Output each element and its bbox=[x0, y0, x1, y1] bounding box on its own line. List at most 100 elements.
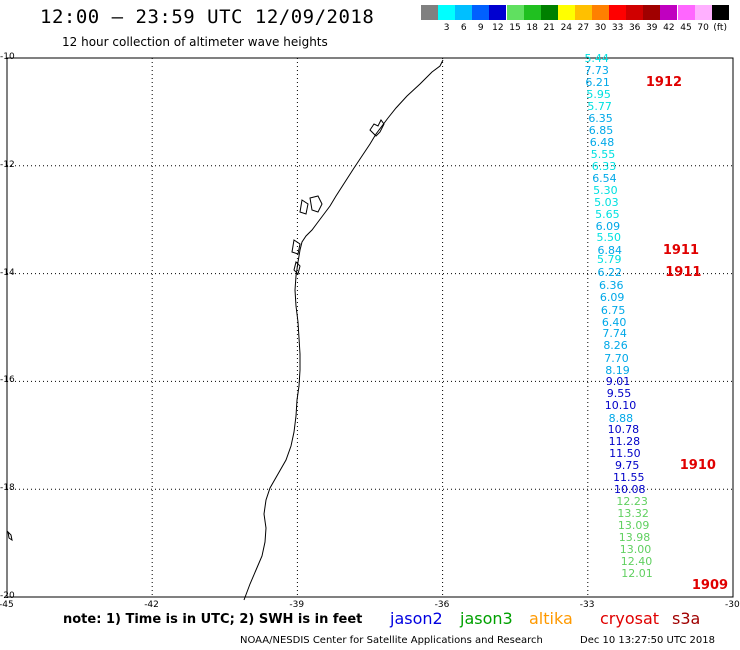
map-frame bbox=[6, 57, 734, 598]
color-scale-label: 24 bbox=[560, 23, 573, 33]
wave-height-value: 6.36 bbox=[598, 279, 624, 293]
longitude-label: -45 bbox=[0, 600, 14, 610]
color-scale-label: 27 bbox=[577, 23, 590, 33]
wave-height-value: 5.95 bbox=[586, 88, 611, 102]
color-swatch bbox=[694, 5, 712, 20]
color-swatch bbox=[472, 5, 490, 20]
color-scale-label: 15 bbox=[509, 23, 521, 33]
color-scale-label: 12 bbox=[492, 23, 504, 33]
color-scale-label: 70 bbox=[697, 23, 709, 33]
wave-height-value: 7.70 bbox=[604, 351, 629, 365]
color-scale-label: 42 bbox=[663, 23, 675, 33]
wave-height-value: 8.19 bbox=[605, 363, 630, 377]
wave-height-value: 13.00 bbox=[619, 543, 652, 557]
longitude-label: -42 bbox=[144, 600, 159, 610]
page-title: 12:00 — 23:59 UTC 12/09/2018 bbox=[40, 6, 375, 28]
satellite-name-cryosat: cryosat bbox=[600, 609, 660, 628]
color-swatch bbox=[643, 5, 661, 20]
color-swatch bbox=[438, 5, 456, 20]
color-swatch bbox=[574, 5, 592, 20]
latitude-label: -20 bbox=[0, 591, 15, 601]
color-scale-label: (ft) bbox=[713, 23, 727, 33]
color-swatch bbox=[523, 5, 541, 20]
wave-height-value: 5.55 bbox=[590, 147, 616, 161]
wave-height-value: 13.98 bbox=[618, 531, 651, 545]
wave-height-value: 11.50 bbox=[609, 447, 641, 461]
cyclone-id-label: 1911 bbox=[662, 242, 699, 258]
color-swatch bbox=[489, 5, 507, 20]
latitude-label: -12 bbox=[0, 159, 15, 170]
coastline bbox=[243, 59, 444, 601]
longitude-label: -33 bbox=[579, 600, 595, 610]
wave-height-value: 6.09 bbox=[599, 291, 625, 305]
color-scale-label: 33 bbox=[611, 23, 624, 33]
wave-height-value: 13.32 bbox=[617, 506, 649, 520]
wave-height-value: 6.84 bbox=[597, 243, 623, 257]
color-swatch bbox=[626, 5, 644, 20]
wave-height-value: 5.30 bbox=[593, 183, 618, 197]
color-swatch bbox=[540, 5, 558, 20]
wave-height-value: 7.73 bbox=[584, 63, 609, 77]
wave-height-value: 5.79 bbox=[597, 252, 622, 266]
coastline-islands bbox=[7, 119, 385, 542]
wave-height-value: 10.78 bbox=[607, 423, 640, 437]
wave-height-value: 5.65 bbox=[595, 207, 620, 221]
wave-height-value: 11.55 bbox=[613, 471, 645, 485]
map-grid bbox=[7, 58, 733, 597]
latitude-label: -10 bbox=[0, 52, 15, 62]
color-swatch bbox=[677, 5, 695, 20]
color-scale-label: 9 bbox=[477, 23, 484, 33]
color-swatch bbox=[455, 5, 473, 20]
wave-height-value: 5.44 bbox=[584, 52, 609, 65]
wave-height-value: 8.26 bbox=[603, 339, 628, 353]
wave-height-value: 12.23 bbox=[616, 495, 648, 509]
wave-height-value: 8.88 bbox=[608, 411, 634, 425]
footer-note: note: 1) Time is in UTC; 2) SWH is in fe… bbox=[63, 612, 363, 627]
satellite-name-s3a: s3a bbox=[672, 609, 701, 628]
wave-height-value: 6.35 bbox=[588, 111, 613, 125]
wave-height-value: 6.48 bbox=[589, 136, 615, 150]
timestamp: Dec 10 13:27:50 UTC 2018 bbox=[580, 635, 715, 646]
wave-height-value: 10.10 bbox=[604, 399, 637, 413]
wave-height-value: 6.85 bbox=[588, 123, 614, 137]
longitude-label: -30 bbox=[725, 600, 740, 610]
color-swatch bbox=[660, 5, 678, 20]
satellite-name-jason2: jason2 bbox=[390, 609, 443, 628]
color-scale-label: 18 bbox=[526, 23, 538, 33]
wave-height-value: 13.09 bbox=[617, 519, 650, 533]
wave-height-value: 10.08 bbox=[613, 483, 646, 497]
cyclone-id-label: 1910 bbox=[679, 458, 716, 474]
color-swatch bbox=[557, 5, 575, 20]
wave-height-value: 6.75 bbox=[600, 303, 626, 317]
wave-height-value: 7.74 bbox=[602, 327, 627, 341]
wave-height-value: 12.40 bbox=[620, 554, 653, 568]
color-swatch bbox=[609, 5, 627, 20]
satellite-name-altika: altika bbox=[529, 609, 573, 628]
color-swatch bbox=[592, 5, 609, 20]
cyclone-id-label: 1909 bbox=[691, 578, 729, 594]
color-scale-label: 21 bbox=[543, 23, 555, 33]
latitude-label: -16 bbox=[0, 375, 15, 386]
cyclone-id-label: 1911 bbox=[665, 264, 702, 280]
color-swatch bbox=[421, 5, 438, 20]
wave-height-value: 6.40 bbox=[601, 315, 627, 329]
longitude-label: -36 bbox=[434, 600, 450, 610]
wave-height-value: 5.03 bbox=[594, 195, 619, 209]
color-scale-label: 45 bbox=[680, 23, 692, 33]
latitude-label: -18 bbox=[0, 483, 15, 494]
wave-height-value: 6.21 bbox=[585, 75, 610, 89]
wave-height-value: 9.01 bbox=[605, 375, 631, 389]
color-swatch bbox=[711, 5, 729, 20]
color-scale-label: 36 bbox=[628, 23, 641, 33]
satellite-name-jason3: jason3 bbox=[460, 609, 513, 628]
page-subtitle: 12 hour collection of altimeter wave hei… bbox=[62, 35, 328, 49]
wave-height-value: 6.09 bbox=[595, 219, 621, 233]
latitude-label: -14 bbox=[0, 267, 15, 278]
wave-height-value: 5.77 bbox=[587, 99, 612, 113]
color-scale-label: 39 bbox=[646, 23, 658, 33]
wave-height-value: 5.50 bbox=[596, 231, 622, 245]
color-scale-label: 6 bbox=[460, 23, 467, 33]
wave-height-value: 12.01 bbox=[621, 567, 653, 581]
cyclone-id-label: 1912 bbox=[645, 74, 683, 90]
